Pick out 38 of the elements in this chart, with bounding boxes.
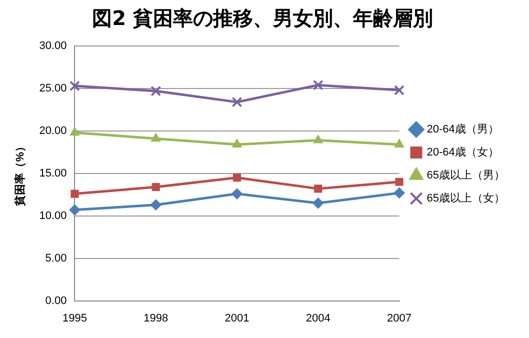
point	[232, 139, 242, 148]
point	[231, 188, 242, 200]
point	[394, 84, 405, 96]
x-tick-label: 2004	[306, 312, 330, 324]
point	[151, 133, 161, 142]
legend-label: 65歳以上（女）	[426, 192, 506, 205]
legend-label: 65歳以上（男）	[426, 168, 506, 182]
legend-label: 20-64歳（男）	[426, 122, 499, 136]
y-axis-title: 貧困率（%）	[14, 141, 27, 207]
y-tick-label: 30.00	[39, 40, 67, 52]
point	[312, 198, 324, 209]
point	[70, 127, 80, 136]
chart-title: 図2 貧困率の推移、男女別、年齢層別	[92, 6, 433, 30]
legend-label: 20-64歳（女）	[426, 146, 499, 159]
y-tick-label: 20.00	[39, 124, 67, 137]
y-tick-label: 0.00	[45, 294, 67, 307]
point	[314, 184, 322, 193]
point	[152, 182, 160, 192]
point	[312, 80, 324, 90]
x-tick-label: 1998	[144, 312, 168, 324]
y-tick-label: 10.00	[39, 210, 67, 222]
point	[150, 199, 162, 210]
point	[69, 204, 80, 216]
point	[394, 187, 405, 198]
point	[232, 174, 242, 182]
point	[70, 190, 79, 198]
x-tick-label: 2001	[224, 312, 250, 324]
point	[394, 139, 404, 148]
point	[313, 134, 323, 144]
point	[232, 96, 242, 108]
x-tick-label: 1995	[62, 312, 87, 324]
y-tick-label: 25.00	[39, 82, 67, 94]
point	[69, 80, 80, 92]
point	[395, 178, 404, 186]
point	[150, 86, 162, 96]
y-tick-label: 5.00	[45, 252, 67, 264]
y-tick-label: 15.00	[39, 167, 67, 180]
x-tick-label: 2007	[387, 312, 412, 324]
